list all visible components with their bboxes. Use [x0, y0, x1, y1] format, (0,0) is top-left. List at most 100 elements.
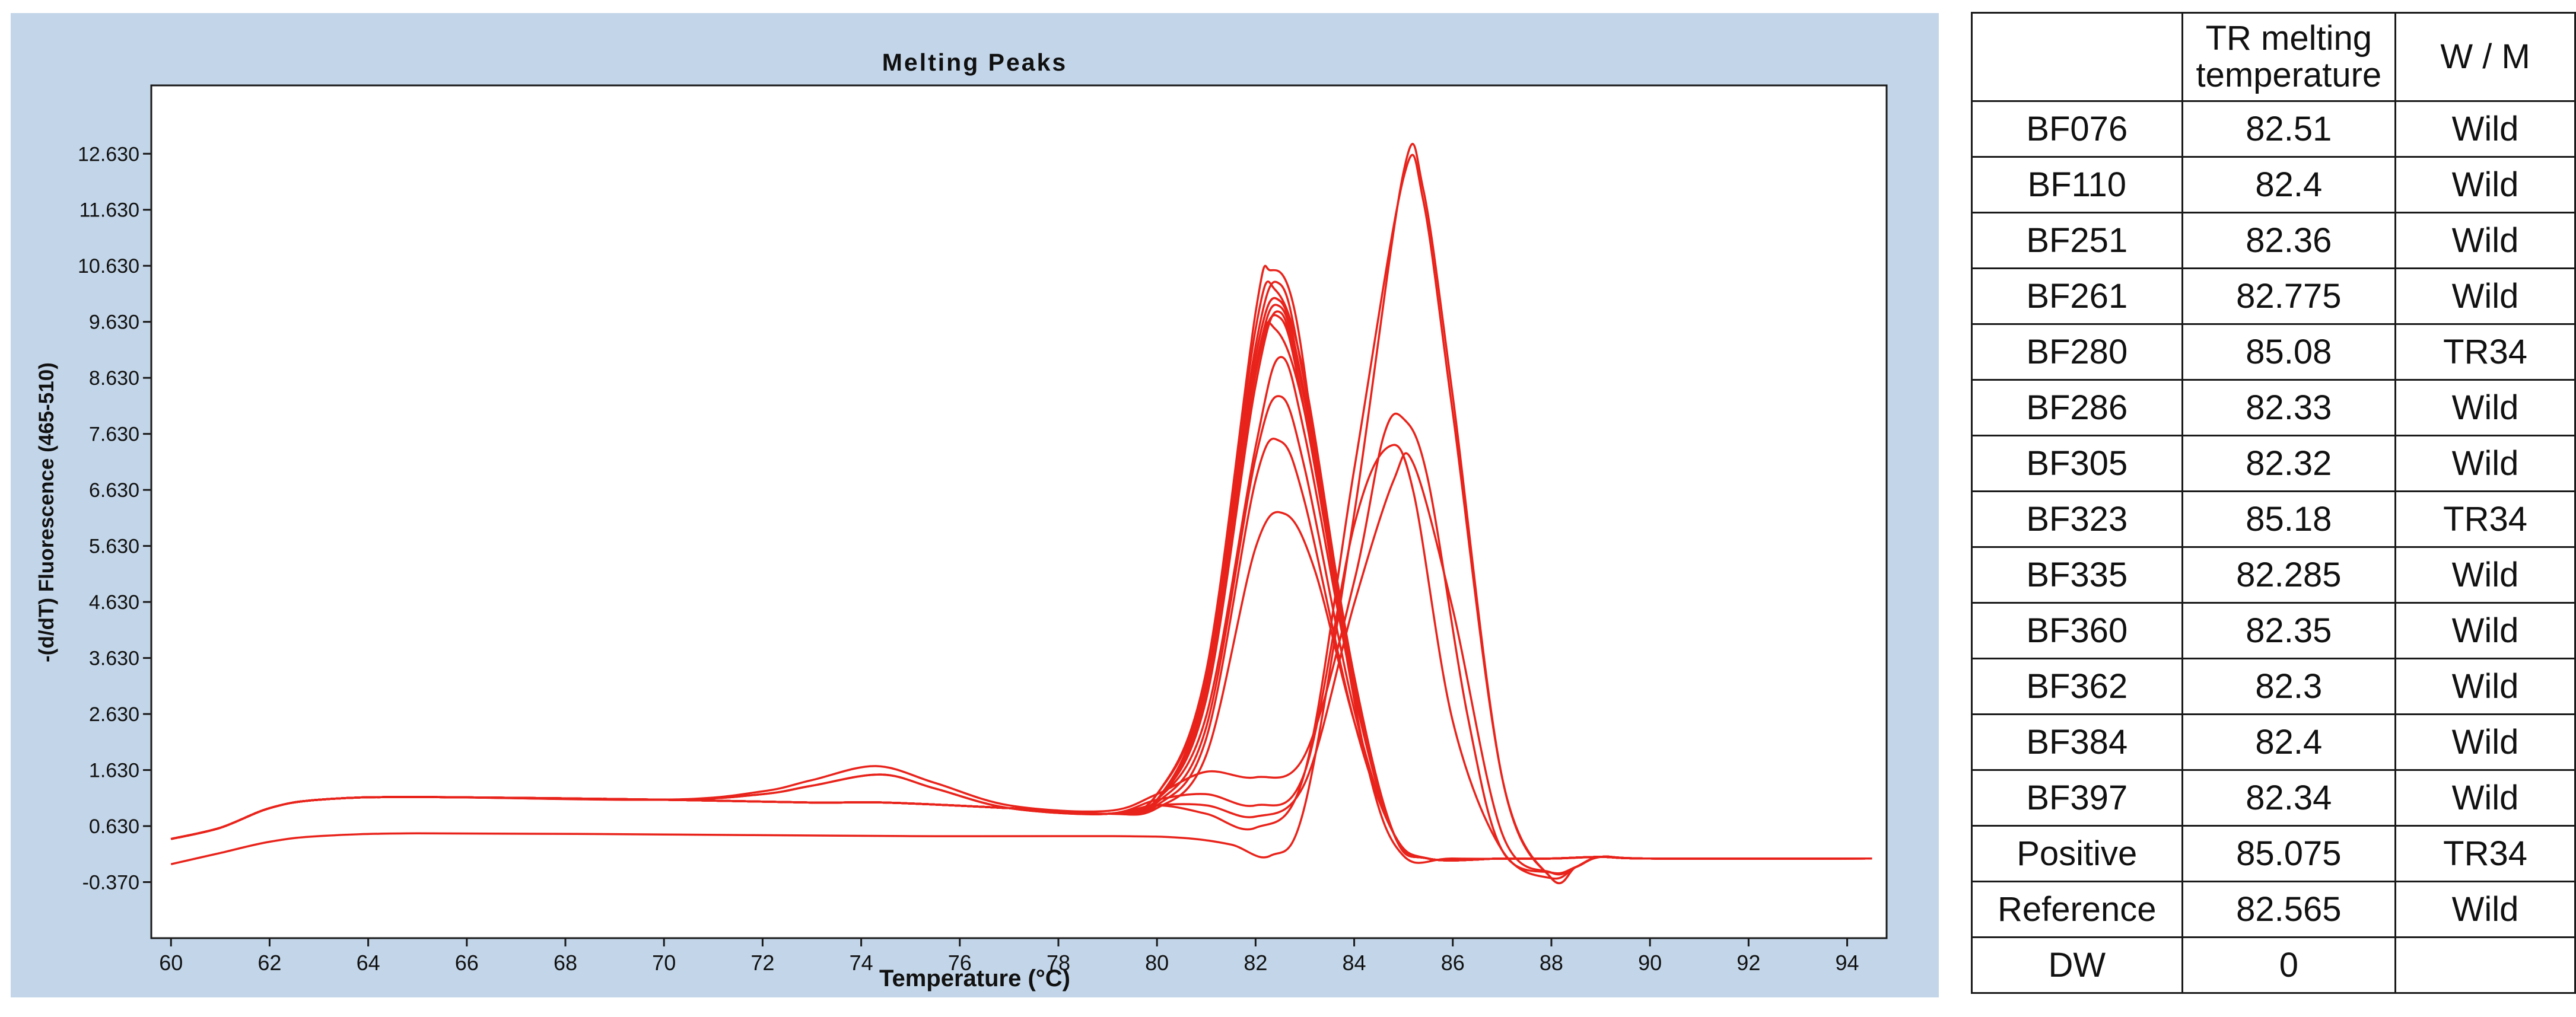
y-tick-label: 3.630: [89, 648, 139, 670]
y-tick-label: 12.630: [78, 143, 139, 165]
plot-area: [150, 84, 1888, 939]
type-cell: TR34: [2394, 323, 2576, 381]
x-tick-label: 90: [1638, 951, 1662, 975]
type-cell: Wild: [2394, 602, 2576, 659]
table-row: BF305 82.32 Wild: [1971, 435, 2576, 492]
x-tick-label: 68: [554, 951, 577, 975]
sample-cell: DW: [1971, 936, 2183, 994]
x-tick-label: 86: [1441, 951, 1465, 975]
x-tick-label: 76: [948, 951, 972, 975]
table-row: BF360 82.35 Wild: [1971, 602, 2576, 659]
sample-cell: BF076: [1971, 100, 2183, 158]
table-row: DW 0: [1971, 936, 2576, 994]
y-axis-ticks: 12.630 11.630 10.630 9.630 8.630 7.630 6.630 5.…: [78, 143, 151, 894]
table-body: BF076 82.51 Wild BF110 82.4 Wild BF251 82.36 Wil…: [1971, 100, 2576, 994]
temperature-cell: 82.3: [2181, 658, 2397, 715]
table-header-row: TR melting temperature W / M: [1971, 12, 2576, 102]
tr-melting-table-panel: TR melting temperature W / M BF076 82.51 W…: [1971, 12, 2576, 994]
type-cell: Wild: [2394, 212, 2576, 269]
y-axis-label: -(d/dT) Fluorescence (465-510): [35, 362, 58, 662]
table-row: BF335 82.285 Wild: [1971, 546, 2576, 604]
table-row: BF076 82.51 Wild: [1971, 100, 2576, 158]
table-row: Reference 82.565 Wild: [1971, 881, 2576, 938]
tr-melting-table: TR melting temperature W / M BF076 82.51 W…: [1971, 12, 2576, 994]
melting-curves: [170, 143, 1872, 884]
table-row: BF110 82.4 Wild: [1971, 156, 2576, 213]
x-axis-label: Temperature (°C): [879, 965, 1070, 992]
y-tick-label: 6.630: [89, 479, 139, 502]
x-tick-label: 78: [1047, 951, 1070, 975]
temperature-cell: 85.075: [2181, 825, 2397, 882]
type-cell: Wild: [2394, 769, 2576, 827]
type-cell: Wild: [2394, 658, 2576, 715]
temperature-cell: 0: [2181, 936, 2397, 994]
y-tick-label: 5.630: [89, 535, 139, 558]
melting-peaks-chart-panel: Melting Peaks 12.630 11.630 10.630 9.630 8.6…: [11, 13, 1939, 997]
melting-peaks-chart: 12.630 11.630 10.630 9.630 8.630 7.630 6.630 5.…: [35, 84, 1888, 992]
sample-cell: BF286: [1971, 379, 2183, 436]
temperature-cell: 82.4: [2181, 713, 2397, 771]
chart-title: Melting Peaks: [882, 49, 1068, 76]
y-tick-label: -0.370: [82, 872, 139, 894]
sample-cell: BF261: [1971, 267, 2183, 325]
y-tick-label: 8.630: [89, 367, 139, 390]
type-cell: Wild: [2394, 435, 2576, 492]
sample-cell: BF305: [1971, 435, 2183, 492]
type-cell: Wild: [2394, 881, 2576, 938]
header-tr-melting-temperature: TR melting temperature: [2181, 12, 2397, 102]
type-cell: Wild: [2394, 546, 2576, 604]
temperature-cell: 82.32: [2181, 435, 2397, 492]
melting-curve-line: [170, 452, 1872, 876]
temperature-cell: 82.36: [2181, 212, 2397, 269]
temperature-cell: 82.775: [2181, 267, 2397, 325]
temperature-cell: 82.4: [2181, 156, 2397, 213]
type-cell: Wild: [2394, 100, 2576, 158]
type-cell: Wild: [2394, 379, 2576, 436]
x-tick-label: 82: [1244, 951, 1267, 975]
table-row: Positive 85.075 TR34: [1971, 825, 2576, 882]
sample-cell: BF335: [1971, 546, 2183, 604]
x-tick-label: 72: [750, 951, 774, 975]
y-tick-label: 1.630: [89, 760, 139, 782]
y-tick-label: 2.630: [89, 703, 139, 726]
x-tick-label: 74: [850, 951, 873, 975]
x-tick-label: 88: [1540, 951, 1563, 975]
x-tick-label: 64: [357, 951, 380, 975]
header-sample: [1971, 12, 2183, 102]
y-tick-label: 4.630: [89, 591, 139, 614]
type-cell: TR34: [2394, 490, 2576, 548]
table-row: BF323 85.18 TR34: [1971, 490, 2576, 548]
table-row: BF280 85.08 TR34: [1971, 323, 2576, 381]
temperature-cell: 82.33: [2181, 379, 2397, 436]
x-tick-label: 60: [159, 951, 183, 975]
y-tick-label: 7.630: [89, 423, 139, 446]
sample-cell: BF397: [1971, 769, 2183, 827]
header-w-m: W / M: [2394, 12, 2576, 102]
table-row: BF251 82.36 Wild: [1971, 212, 2576, 269]
sample-cell: BF110: [1971, 156, 2183, 213]
table-row: BF384 82.4 Wild: [1971, 713, 2576, 771]
x-tick-label: 80: [1145, 951, 1169, 975]
table-row: BF362 82.3 Wild: [1971, 658, 2576, 715]
type-cell: TR34: [2394, 825, 2576, 882]
x-tick-label: 84: [1343, 951, 1366, 975]
table-row: BF286 82.33 Wild: [1971, 379, 2576, 436]
sample-cell: BF384: [1971, 713, 2183, 771]
temperature-cell: 82.35: [2181, 602, 2397, 659]
y-tick-label: 9.630: [89, 311, 139, 334]
y-tick-label: 11.630: [79, 199, 139, 222]
sample-cell: BF362: [1971, 658, 2183, 715]
temperature-cell: 85.18: [2181, 490, 2397, 548]
sample-cell: BF251: [1971, 212, 2183, 269]
temperature-cell: 82.565: [2181, 881, 2397, 938]
x-tick-label: 94: [1835, 951, 1859, 975]
table-row: BF261 82.775 Wild: [1971, 267, 2576, 325]
x-tick-label: 92: [1737, 951, 1760, 975]
temperature-cell: 82.285: [2181, 546, 2397, 604]
sample-cell: Positive: [1971, 825, 2183, 882]
type-cell: [2394, 936, 2576, 994]
x-tick-label: 70: [652, 951, 676, 975]
y-tick-label: 10.630: [78, 255, 139, 278]
x-tick-label: 62: [257, 951, 281, 975]
temperature-cell: 85.08: [2181, 323, 2397, 381]
